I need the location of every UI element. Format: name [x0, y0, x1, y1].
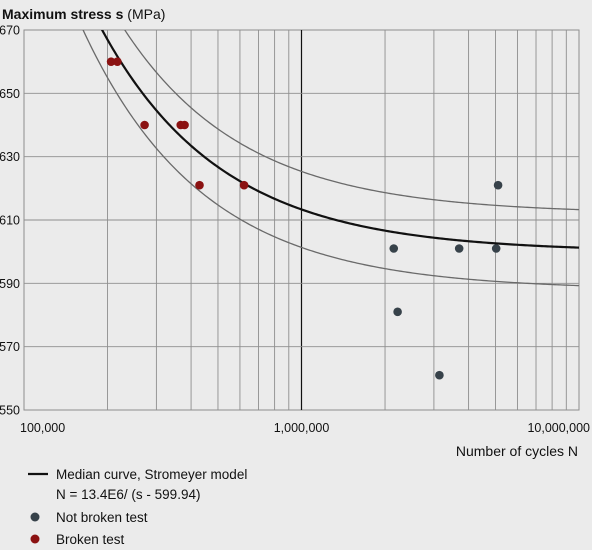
legend-broken-marker: [30, 534, 40, 544]
not-broken-point: [435, 370, 444, 380]
x-tick-labels: 100,000 1,000,000 10,000,000: [20, 421, 590, 435]
y-tick-labels: 550 570 590 610 630 650 670: [0, 24, 20, 418]
y-tick-label: 630: [0, 150, 20, 164]
upper-band-curve: [124, 30, 579, 211]
not-broken-point: [491, 244, 501, 253]
median-curve: [100, 30, 579, 249]
lower-band-curve: [82, 30, 579, 287]
curves: [82, 30, 579, 287]
y-axis-label: Maximum stress s (MPa): [2, 6, 165, 22]
legend-not-broken-marker: [30, 512, 40, 522]
y-tick-label: 650: [0, 87, 20, 101]
y-tick-label: 590: [0, 277, 20, 291]
legend: Median curve, Stromeyer model N = 13.4E6…: [28, 467, 247, 547]
broken-point: [239, 180, 249, 190]
grid-lines: [23, 29, 580, 411]
x-axis-label: Number of cycles N: [456, 443, 578, 459]
y-tick-label: 610: [0, 214, 20, 228]
x-tick-label: 10,000,000: [527, 421, 590, 435]
legend-broken-label: Broken test: [56, 532, 125, 547]
y-tick-label: 570: [0, 340, 20, 354]
y-tick-label: 550: [0, 404, 20, 418]
broken-point: [106, 57, 116, 66]
broken-point: [180, 120, 189, 130]
broken-point: [140, 120, 149, 130]
x-tick-label: 100,000: [20, 421, 65, 435]
legend-curve-label: Median curve, Stromeyer model: [56, 467, 247, 482]
not-broken-point: [454, 244, 464, 253]
legend-not-broken-label: Not broken test: [56, 510, 148, 525]
broken-point: [195, 180, 204, 190]
not-broken-point: [389, 244, 399, 253]
x-tick-label: 1,000,000: [274, 421, 330, 435]
y-tick-label: 670: [0, 24, 20, 38]
not-broken-point: [493, 180, 503, 190]
data-points: [106, 57, 503, 380]
broken-point: [113, 57, 122, 66]
not-broken-point: [393, 307, 402, 317]
legend-formula: N = 13.4E6/ (s - 599.94): [56, 487, 200, 502]
